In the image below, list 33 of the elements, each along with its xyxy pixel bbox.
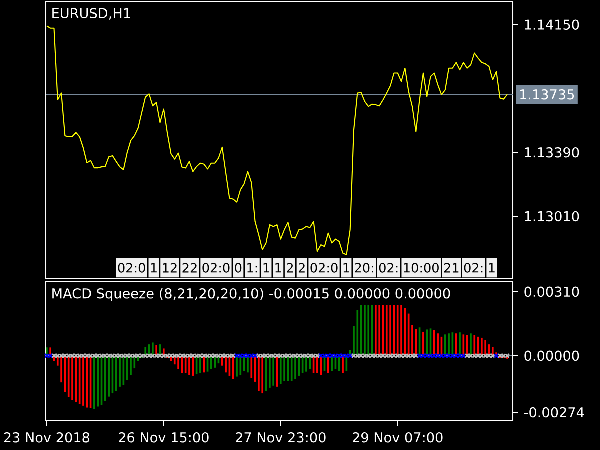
annotation: 02: (379, 263, 398, 273)
annotation: 2 (298, 263, 305, 273)
annotation: 02:0 (310, 263, 338, 273)
annotation: 0 (235, 263, 242, 273)
annotation: 1 (264, 263, 270, 273)
annotation: 12 (163, 263, 177, 273)
x-tick-label: 29 Nov 07:00 (353, 432, 443, 443)
annotation: 02: (464, 263, 483, 273)
annotation: 02:0 (202, 263, 230, 273)
annotation: 20: (355, 263, 374, 273)
x-tick-label: 23 Nov 2018 (4, 432, 90, 443)
annotation: 02:0 (118, 263, 146, 273)
y-tick-label: 1.13390 (525, 147, 580, 158)
line-series (46, 25, 508, 256)
y-tick-label: -0.00274 (524, 407, 584, 418)
y-tick-label: 0.00000 (524, 350, 580, 362)
annotation: 1 (151, 263, 157, 273)
x-tick-label: 27 Nov 23:00 (236, 432, 326, 443)
annotation: 1 (276, 263, 282, 273)
y-tick-label: 0.00310 (524, 286, 580, 298)
annotation: 22 (182, 263, 197, 273)
annotation: 1: (248, 263, 258, 273)
y-tick-label: 1.13010 (525, 211, 580, 222)
annotation: 21 (444, 263, 459, 273)
x-tick-label: 26 Nov 15:00 (119, 432, 209, 443)
annotation: 2 (287, 263, 294, 273)
y-tick-label: 1.14150 (525, 20, 580, 30)
chart-title: EURUSD,H1 (52, 8, 130, 20)
annotation: 10:00 (404, 263, 439, 273)
annotation: 1 (489, 263, 495, 273)
chart-title: MACD Squeeze (8,21,20,20,10) -0.00015 0.00000 0.00000 (52, 288, 450, 302)
ref-line-label: 1.13735 (520, 89, 574, 100)
annotation: 1 (344, 263, 350, 273)
